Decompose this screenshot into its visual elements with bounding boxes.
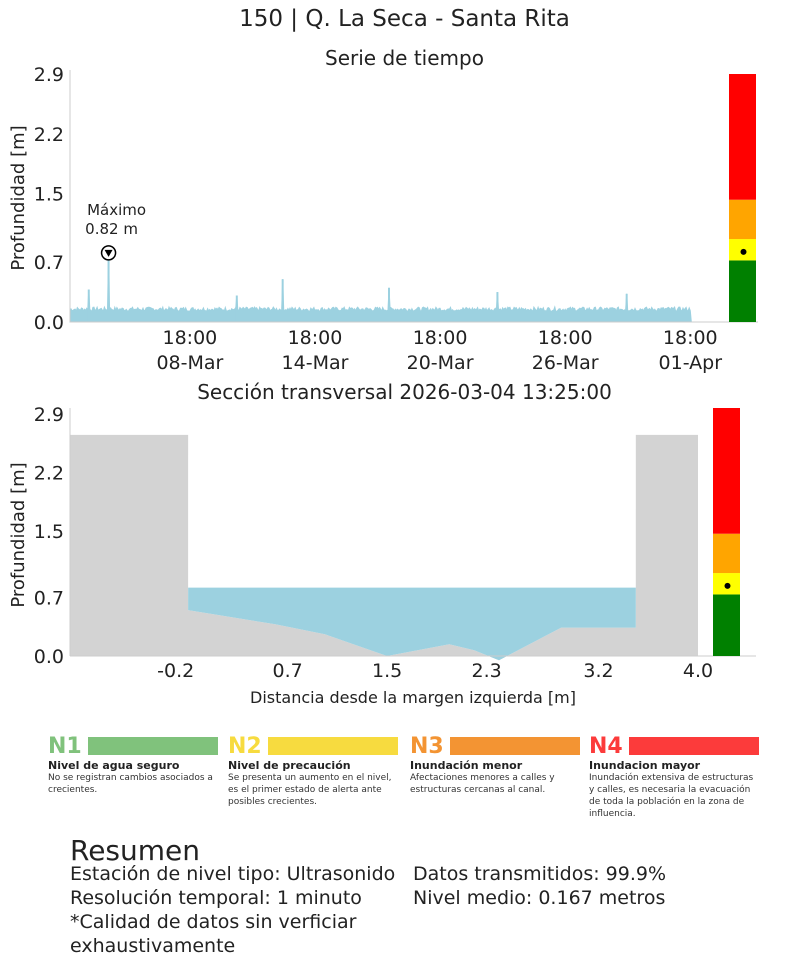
gauge-segment-3	[729, 74, 756, 200]
cross-section-x-tick-label: 4.0	[683, 660, 713, 682]
alert-gauge-cross-section	[713, 408, 740, 656]
charts-canvas: 0.0 0.7 1.5 2.2 2.9 Profundidad [m] 18:00 08-Ma…	[8, 64, 758, 707]
gauge-segment-2	[729, 199, 756, 240]
gauge-current-marker	[740, 248, 747, 255]
cross-section-title: Sección transversal 2026-03-04 13:25:00	[197, 380, 612, 404]
timeseries-y-tick-label: 2.2	[34, 124, 64, 146]
summary-heading: Resumen	[70, 834, 201, 867]
timeseries-title: Serie de tiempo	[325, 46, 484, 70]
legend-n2: N2 Nivel de precaución Se presenta un au…	[228, 733, 398, 808]
legend-n4-bar	[629, 737, 759, 755]
cross-section-x-tick-label: 1.5	[372, 660, 402, 682]
timeseries-x-tick-time: 18:00	[663, 327, 718, 349]
timeseries-y-tick-label: 0.0	[34, 312, 64, 334]
legend-n2-code: N2	[228, 733, 262, 759]
legend-n2-name: Nivel de precaución	[228, 759, 351, 772]
cross-section-y-axis-label: Profundidad [m]	[8, 462, 29, 607]
summary-quality-1: *Calidad de datos sin verficiar	[70, 911, 357, 933]
gauge-segment-2	[713, 533, 740, 574]
cross-section-x-axis-label: Distancia desde la margen izquierda [m]	[250, 688, 576, 707]
cross-section-x-tick-label: 2.3	[471, 660, 501, 682]
gauge-segment-0	[713, 594, 740, 656]
cross-section-water	[188, 587, 636, 661]
timeseries-x-tick-date: 26-Mar	[532, 352, 599, 374]
legend-n1-desc: No se registran cambios asociados a crec…	[48, 773, 213, 795]
cross-section-y-tick-label: 2.9	[34, 404, 64, 426]
timeseries-x-tick-time: 18:00	[163, 327, 218, 349]
timeseries-x-tick-date: 14-Mar	[282, 352, 349, 374]
legend-n2-desc: Se presenta un aumento en el nivel, es e…	[228, 773, 392, 807]
timeseries-x-tick-date: 08-Mar	[156, 352, 223, 374]
legend-n1-code: N1	[48, 733, 82, 759]
legend-n4-name: Inundacion mayor	[589, 759, 701, 772]
cross-section-chart: 0.0 0.7 1.5 2.2 2.9 Profundidad [m] -0.2 0.7 1.5…	[8, 404, 756, 707]
timeseries-x-tick-date: 20-Mar	[407, 352, 474, 374]
legend-n1-name: Nivel de agua seguro	[48, 759, 180, 772]
gauge-segment-0	[729, 260, 756, 322]
timeseries-x-tick-date: 01-Apr	[659, 352, 723, 374]
summary-transmitted: Datos transmitidos: 99.9%	[413, 863, 667, 885]
legend-n4-desc: Inundación extensiva de estructuras y ca…	[589, 773, 754, 819]
summary-resolution: Resolución temporal: 1 minuto	[70, 887, 362, 909]
timeseries-area	[69, 251, 692, 323]
timeseries-y-tick-label: 0.7	[34, 252, 64, 274]
legend-n2-bar	[268, 737, 398, 755]
timeseries-y-axis-label: Profundidad [m]	[8, 125, 29, 270]
max-annotation-label: Máximo	[87, 201, 146, 219]
cross-section-x-tick-label: -0.2	[157, 660, 194, 682]
cross-section-x-tick-label: 0.7	[273, 660, 303, 682]
cross-section-y-tick-label: 0.7	[34, 588, 64, 610]
legend-n3: N3 Inundación menor Afectaciones menores…	[410, 733, 580, 796]
cross-section-ground	[70, 434, 698, 661]
max-annotation-value: 0.82 m	[85, 220, 138, 238]
cross-section-y-tick-label: 0.0	[34, 646, 64, 668]
gauge-current-marker	[724, 582, 731, 589]
timeseries-x-tick-time: 18:00	[288, 327, 343, 349]
alert-gauge-timeseries	[729, 74, 756, 322]
summary-quality-2: exhaustivamente	[70, 935, 236, 957]
summary-station-type: Estación de nivel tipo: Ultrasonido	[70, 863, 396, 885]
legend-n3-bar	[450, 737, 580, 755]
legend-n3-name: Inundación menor	[410, 759, 523, 772]
legend-n1-bar	[88, 737, 218, 755]
timeseries-chart: 0.0 0.7 1.5 2.2 2.9 Profundidad [m] 18:00 08-Ma…	[8, 64, 758, 374]
cross-section-x-tick-label: 3.2	[583, 660, 613, 682]
timeseries-y-tick-label: 1.5	[34, 184, 64, 206]
legend-n1: N1 Nivel de agua seguro No se registran …	[48, 733, 218, 796]
timeseries-y-tick-label: 2.9	[34, 64, 64, 86]
summary-mean-level: Nivel medio: 0.167 metros	[413, 887, 666, 909]
timeseries-x-tick-time: 18:00	[413, 327, 468, 349]
timeseries-x-tick-time: 18:00	[538, 327, 593, 349]
legend-n3-code: N3	[410, 733, 444, 759]
gauge-segment-3	[713, 408, 740, 534]
max-marker-triangle-icon	[104, 249, 113, 257]
cross-section-y-tick-label: 1.5	[34, 521, 64, 543]
legend-n4: N4 Inundacion mayor Inundación extensiva…	[589, 733, 759, 820]
legend-n4-code: N4	[589, 733, 623, 759]
legend-n3-desc: Afectaciones menores a calles y estructu…	[410, 773, 555, 795]
page-title: 150 | Q. La Seca - Santa Rita	[239, 6, 570, 32]
cross-section-y-tick-label: 2.2	[34, 462, 64, 484]
